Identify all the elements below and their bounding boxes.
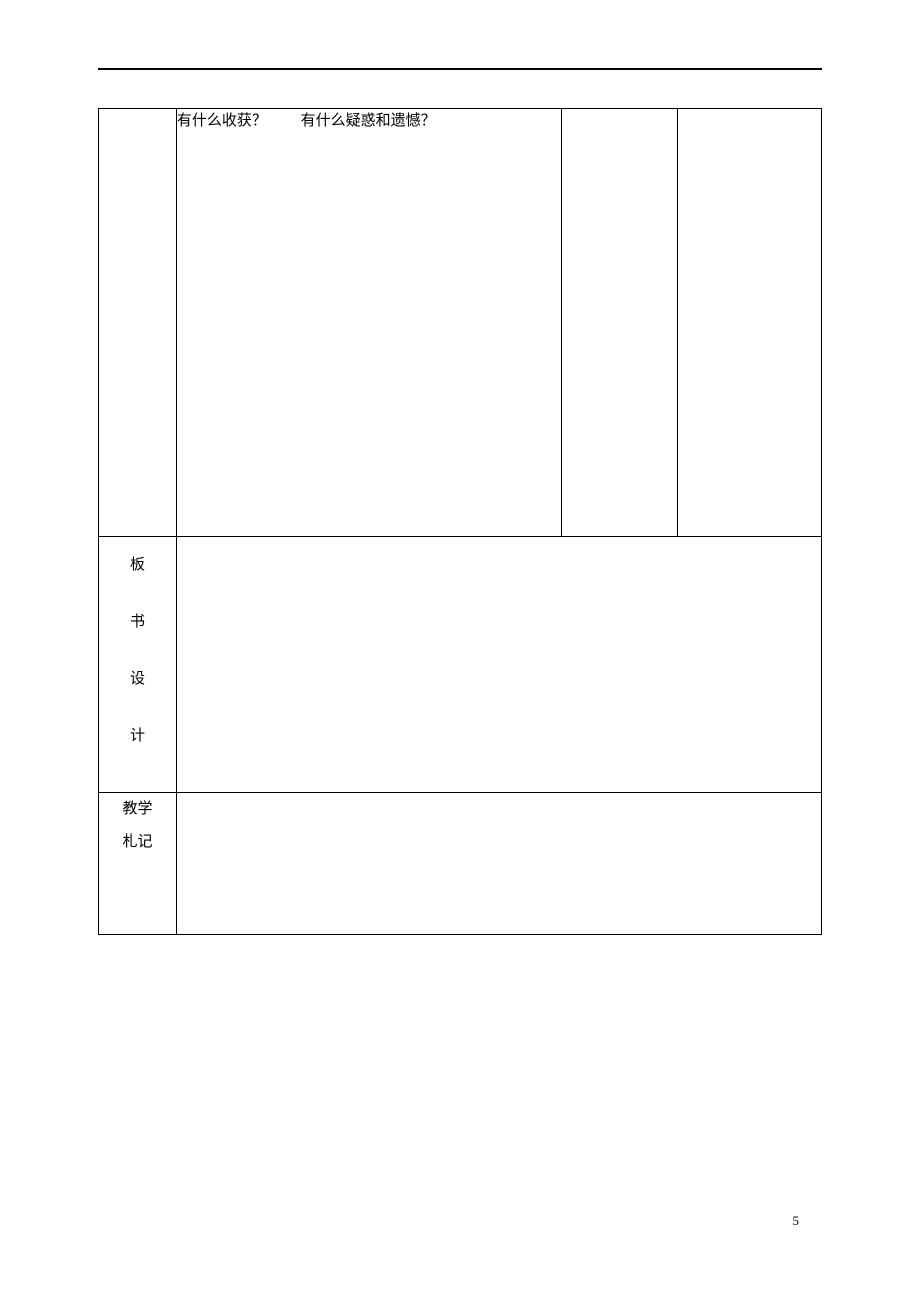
question-2: 有什么疑惑和遗憾？ <box>301 109 436 133</box>
board-design-label-cell: 板 书 设 计 <box>99 537 177 793</box>
top-rule <box>98 68 822 70</box>
board-design-label: 板 书 设 计 <box>99 537 176 765</box>
table-row: 有什么收获？ 有什么疑惑和遗憾？ <box>99 109 822 537</box>
row1-content-cell: 有什么收获？ 有什么疑惑和遗憾？ <box>176 109 561 537</box>
row1-col3-cell <box>562 109 678 537</box>
board-design-content-cell <box>176 537 821 793</box>
teaching-notes-label: 教学 札记 <box>99 793 176 859</box>
table-row: 教学 札记 <box>99 793 822 935</box>
question-text: 有什么收获？ 有什么疑惑和遗憾？ <box>177 109 561 133</box>
question-1: 有什么收获？ <box>177 109 267 133</box>
teaching-notes-label-cell: 教学 札记 <box>99 793 177 935</box>
page-number: 5 <box>793 1213 800 1229</box>
row1-label-cell <box>99 109 177 537</box>
table-row: 板 书 设 计 <box>99 537 822 793</box>
row1-col4-cell <box>678 109 822 537</box>
teaching-notes-content-cell <box>176 793 821 935</box>
lesson-plan-table: 有什么收获？ 有什么疑惑和遗憾？ 板 书 设 计 教学 札记 <box>98 108 822 935</box>
